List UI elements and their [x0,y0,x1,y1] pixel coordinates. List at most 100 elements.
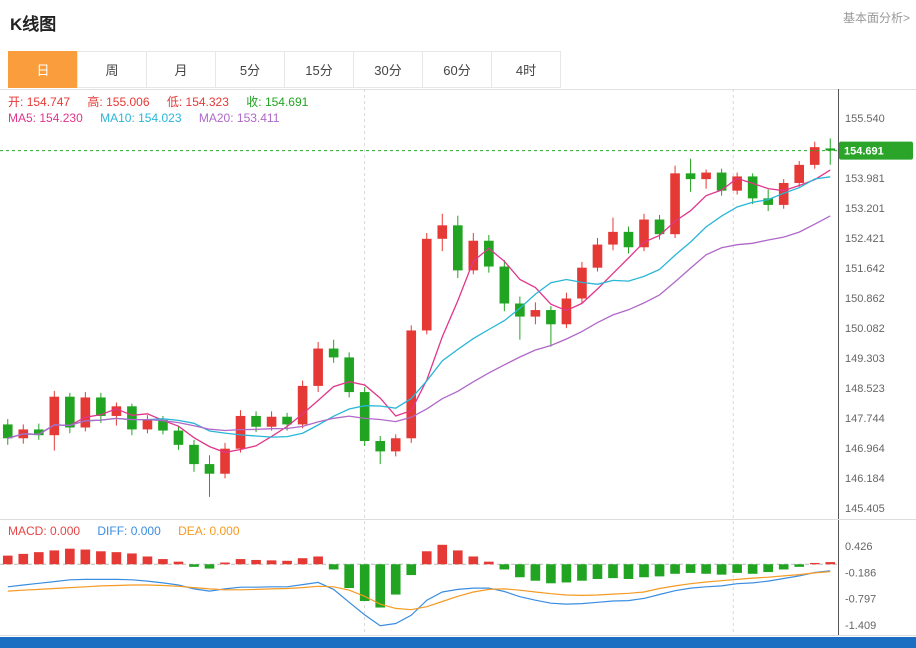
page-title: K线图 [10,15,57,34]
candle-body [313,348,323,386]
candle-body [701,172,711,180]
macd-bar [592,564,603,579]
price-tick-label: 146.184 [845,473,885,485]
candle-body [685,173,696,180]
macd-bar [747,564,758,574]
price-axis: 155.540 153.981 153.201 152.421 151.642 150.8… [845,113,885,515]
kline-chart: 155.540 153.981 153.201 152.421 151.642 150.8… [0,89,916,636]
open-value: 开: 154.747 [8,95,71,109]
candle-body [592,244,603,268]
candle-body [747,176,758,199]
current-price-tag: 154.691 [839,141,913,160]
tab-5分[interactable]: 5分 [215,51,285,88]
macd-bar [282,560,292,565]
price-tick-label: 148.523 [845,383,885,395]
tab-30分[interactable]: 30分 [353,51,423,88]
candle-body [546,310,556,325]
price-tick-label: 153.201 [845,203,885,215]
ma5-value: MA5: 154.230 [8,111,83,125]
candle-body [189,444,199,465]
tab-15分[interactable]: 15分 [284,51,354,88]
macd-bar [530,564,541,581]
candle-body [654,219,665,235]
macd-bar [173,561,184,565]
macd-bar [623,564,634,579]
macd-tick-label: -0.186 [845,567,876,579]
macd-bar [158,559,168,565]
candle-body [359,392,370,441]
price-tick-label: 150.862 [845,293,885,305]
bottom-scrollbar[interactable] [0,637,916,648]
macd-bar [204,564,215,569]
macd-bar [763,564,773,573]
dea-value: DEA: 0.000 [178,524,240,538]
candle-body [809,147,820,165]
chart-container: 155.540 153.981 153.201 152.421 151.642 150.8… [0,89,916,637]
price-tick-label: 155.540 [845,113,885,125]
macd-tick-label: -1.409 [845,620,876,632]
tab-月[interactable]: 月 [146,51,216,88]
macd-bar [359,564,370,602]
tab-4时[interactable]: 4时 [491,51,561,88]
fundamental-analysis-link[interactable]: 基本面分析> [842,11,910,25]
tab-60分[interactable]: 60分 [422,51,492,88]
candle-body [794,164,805,183]
macd-bar [266,560,277,565]
ohlc-legend: 开: 154.747 高: 155.006 低: 154.323 收: 154.… [8,93,322,110]
candle-body [437,225,448,239]
macd-bar [515,564,525,578]
candle-body [49,396,60,436]
price-tick-label: 149.303 [845,353,885,365]
macd-bar [2,555,13,565]
dea-line [7,571,831,611]
ma10-value: MA10: 154.023 [100,111,182,125]
price-tick-label: 150.082 [845,323,885,335]
candle-body [577,267,587,299]
macd-bar [794,564,805,567]
candle-body [421,238,432,331]
macd-bar [670,564,680,574]
macd-bar [825,562,836,565]
macd-bar [685,564,696,573]
candle-body [96,397,106,416]
tab-日[interactable]: 日 [8,51,78,88]
macd-bar [468,556,479,565]
tab-周[interactable]: 周 [77,51,147,88]
candle-body [220,448,230,474]
price-tick-label: 152.421 [845,233,885,245]
macd-bar [49,550,60,565]
macd-bar [313,556,323,565]
candle-body [297,385,308,425]
macd-bar [716,564,727,575]
candle-body [251,415,261,427]
diff-line [7,570,831,627]
macd-bar [297,558,308,565]
price-tick-label: 151.642 [845,263,885,275]
candle-body [2,424,13,439]
candle-body [623,231,634,248]
grid-layer [0,89,838,635]
macd-bar [65,548,75,565]
candle-body [515,303,525,317]
macd-bar [809,562,820,565]
macd-bar [654,564,665,577]
candle-body [111,406,122,416]
macd-bar [778,564,789,570]
ma-legend: MA5: 154.230 MA10: 154.023 MA20: 153.411 [8,111,293,125]
candle-body [499,266,510,304]
current-price-label: 154.691 [844,146,884,158]
ma5-line [7,169,831,454]
price-tick-label: 147.744 [845,413,885,425]
macd-bar [406,564,417,576]
macd-bar [189,564,199,567]
borders [0,89,916,636]
macd-bar [80,549,91,565]
candle-body [142,419,153,430]
macd-bar [732,564,742,573]
macd-histogram [2,544,836,608]
candle-body [716,172,727,191]
candle-body [530,310,541,317]
ma20-value: MA20: 153.411 [198,111,280,125]
macd-bar [127,553,137,565]
